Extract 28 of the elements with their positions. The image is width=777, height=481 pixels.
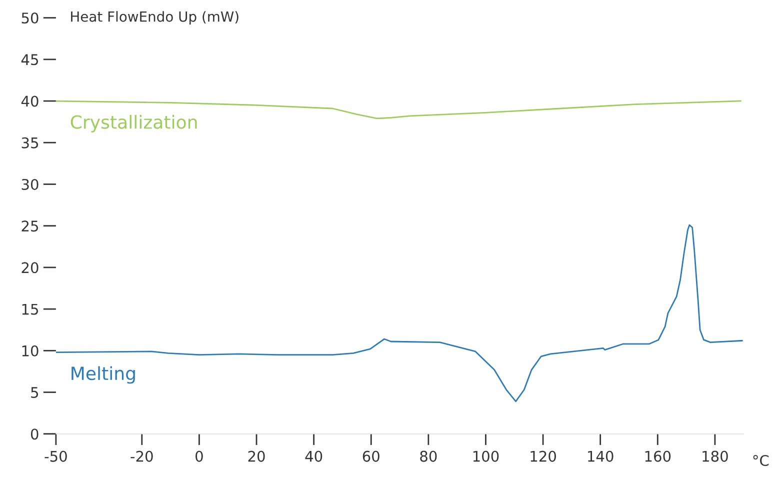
y-tick-label: 15 bbox=[22, 304, 38, 315]
y-tick-label: 30 bbox=[22, 178, 38, 190]
x-tick-label: 80 bbox=[420, 450, 437, 462]
y-tick-label: 5 bbox=[31, 387, 38, 398]
y-axis-title: Heat FlowEndo Up (mW) bbox=[71, 11, 238, 25]
y-tick-label: 40 bbox=[21, 96, 38, 107]
x-axis-title: °C bbox=[753, 454, 769, 466]
y-tick-label: 35 bbox=[22, 137, 38, 148]
x-tick-label: -20 bbox=[130, 450, 153, 462]
series-label: Melting bbox=[72, 366, 135, 384]
x-tick-label: 120 bbox=[530, 450, 556, 462]
x-tick-label: -50 bbox=[44, 450, 67, 462]
y-tick-label: 25 bbox=[22, 220, 38, 232]
y-tick-label: 10 bbox=[22, 345, 38, 356]
x-tick-label: 0 bbox=[196, 450, 203, 462]
line-series bbox=[56, 224, 743, 402]
y-tick-label: 50 bbox=[22, 12, 38, 24]
x-tick-label: 180 bbox=[702, 450, 728, 462]
x-tick-label: 40 bbox=[305, 450, 322, 462]
y-tick-label: 20 bbox=[22, 262, 38, 274]
x-tick-label: 140 bbox=[588, 450, 614, 462]
y-tick-label: 0 bbox=[30, 428, 38, 440]
series-label: Crystallization bbox=[70, 114, 197, 132]
x-tick-label: 20 bbox=[248, 450, 265, 462]
x-tick-label: 60 bbox=[362, 450, 380, 462]
y-tick-label: 45 bbox=[21, 54, 38, 66]
x-tick-label: 100 bbox=[473, 450, 499, 462]
x-tick-label: 160 bbox=[645, 450, 671, 462]
